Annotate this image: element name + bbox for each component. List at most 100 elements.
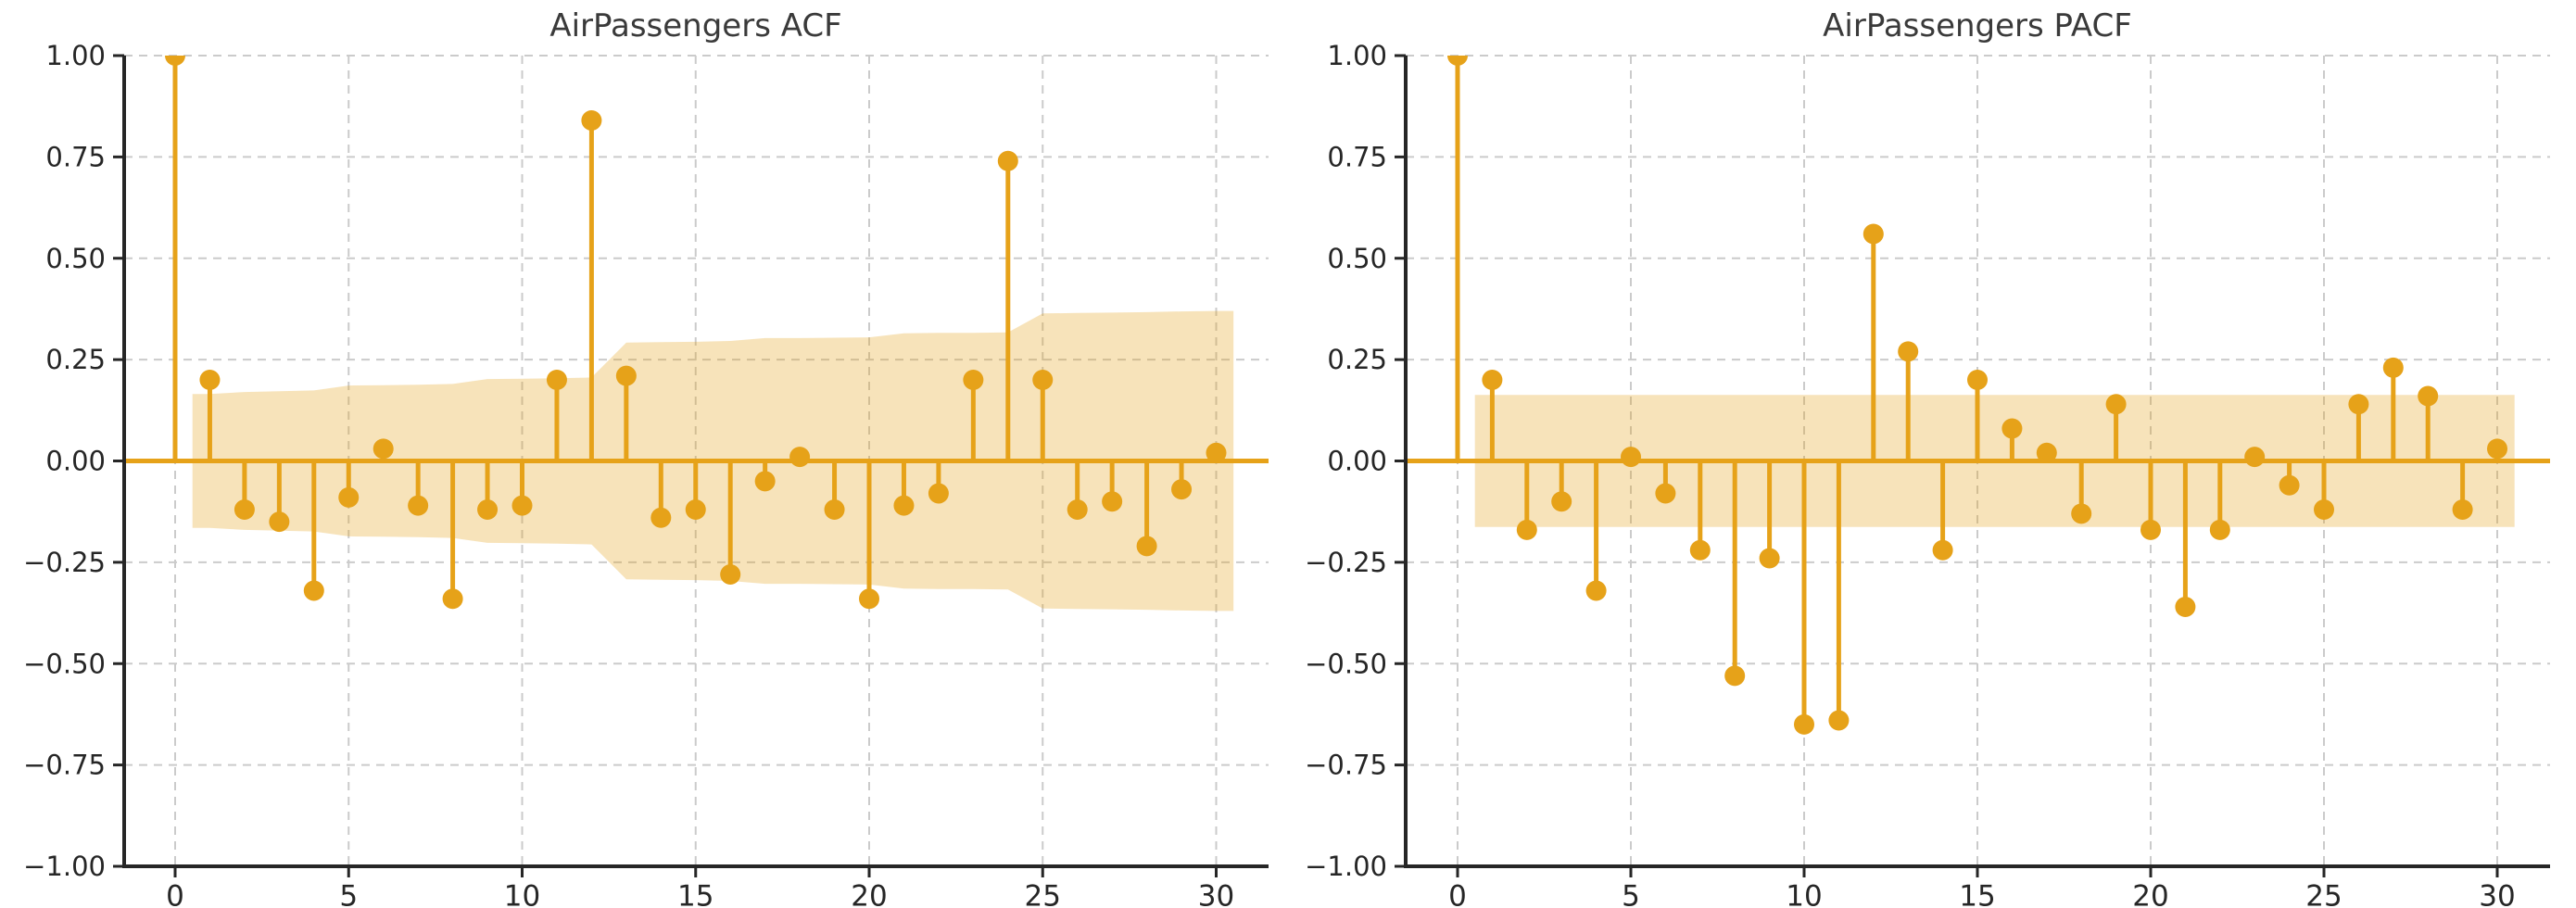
stem-marker <box>511 495 533 516</box>
stem-marker <box>720 564 741 585</box>
stem-marker <box>1102 491 1123 512</box>
stem-marker <box>1967 370 1988 390</box>
stem-marker <box>581 110 602 131</box>
stem-marker <box>997 150 1018 171</box>
x-tick-label: 20 <box>2132 879 2168 908</box>
stem-marker <box>615 365 637 386</box>
stem-marker <box>650 507 672 528</box>
x-tick-label: 0 <box>166 879 184 908</box>
y-tick-label: −0.50 <box>1305 648 1387 679</box>
x-tick-label: 15 <box>1959 879 1995 908</box>
pacf-data-layer <box>1406 56 2550 735</box>
pacf-plot-title: AirPassengers PACF <box>1823 7 2132 44</box>
stem-marker <box>165 56 185 66</box>
stem-marker <box>1932 539 1953 561</box>
x-tick-label: 30 <box>1198 879 1234 908</box>
stem-marker <box>1032 370 1054 390</box>
acf-panel: 1.00 0.75 0.50 0.25 0.00 −0.25 −0.50 −0.75 −1.00… <box>23 40 1269 908</box>
y-tick-label: −0.75 <box>23 750 106 781</box>
stem-marker <box>2175 597 2196 617</box>
stem-marker <box>1482 370 1503 390</box>
y-tick-label: −1.00 <box>1305 851 1387 882</box>
acf-stems <box>165 56 1227 610</box>
stem-marker <box>269 511 290 533</box>
x-tick-label: 25 <box>2305 879 2342 908</box>
stem-marker <box>1759 548 1780 569</box>
stem-marker <box>789 447 811 468</box>
stem-marker <box>546 370 567 390</box>
stem-marker <box>754 471 776 492</box>
stem-marker <box>824 499 845 520</box>
stem-marker <box>1551 491 1572 512</box>
stem-marker <box>1516 519 1537 540</box>
stem-marker <box>2209 519 2230 540</box>
stem-marker <box>1724 665 1746 687</box>
stem-marker <box>1655 483 1676 504</box>
stem-marker <box>1689 539 1711 561</box>
stem-marker <box>2001 418 2023 439</box>
y-tick-label: 0.00 <box>1327 446 1387 477</box>
x-tick-label: 5 <box>1622 879 1640 908</box>
y-tick-label: 0.25 <box>45 344 106 375</box>
stem-marker <box>1828 710 1850 731</box>
y-tick-label: 0.75 <box>45 141 106 172</box>
y-tick-label: 0.50 <box>45 243 106 274</box>
stem-marker <box>685 499 706 520</box>
y-tick-label: −0.25 <box>23 547 106 578</box>
stem-marker <box>2452 499 2473 520</box>
stem-marker <box>477 499 499 520</box>
stem-marker <box>1447 56 1468 66</box>
x-tick-label: 10 <box>1786 879 1822 908</box>
stem-marker <box>2279 474 2300 496</box>
x-tick-label: 20 <box>851 879 887 908</box>
stem-marker <box>1206 442 1227 463</box>
acf-plot-title: AirPassengers ACF <box>549 7 842 44</box>
pacf-stems <box>1447 56 2507 735</box>
stem-marker <box>2348 394 2369 415</box>
stem-marker <box>2071 503 2092 524</box>
y-tick-label: 0.00 <box>45 446 106 477</box>
y-tick-label: −1.00 <box>23 851 106 882</box>
x-tick-label: 15 <box>677 879 713 908</box>
stem-marker <box>963 370 984 390</box>
stem-marker <box>2418 385 2439 407</box>
y-tick-label: −0.75 <box>1305 750 1387 781</box>
y-tick-label: 1.00 <box>45 40 106 71</box>
stem-marker <box>338 486 360 508</box>
stem-marker <box>408 495 429 516</box>
stem-marker <box>442 588 463 610</box>
y-tick-label: 0.50 <box>1327 243 1387 274</box>
x-tick-label: 5 <box>339 879 358 908</box>
x-tick-label: 30 <box>2479 879 2515 908</box>
stem-marker <box>1067 499 1088 520</box>
stem-marker <box>2244 447 2266 468</box>
stem-marker <box>2036 442 2057 463</box>
acf-data-layer <box>124 56 1269 612</box>
stem-marker <box>1585 580 1607 601</box>
stem-marker <box>2487 438 2507 460</box>
stem-marker <box>2382 357 2404 378</box>
stem-marker <box>303 580 324 601</box>
stem-marker <box>1794 713 1814 735</box>
stem-marker <box>199 370 221 390</box>
x-tick-label: 10 <box>504 879 540 908</box>
y-tick-label: 0.25 <box>1327 344 1387 375</box>
stem-marker <box>2105 394 2127 415</box>
x-tick-label: 25 <box>1025 879 1061 908</box>
stem-marker <box>1898 341 1919 362</box>
stem-marker <box>928 483 949 504</box>
stem-marker <box>1621 447 1641 468</box>
stem-marker <box>1136 536 1157 557</box>
y-tick-label: −0.25 <box>1305 547 1387 578</box>
y-tick-label: −0.50 <box>23 648 106 679</box>
stem-marker <box>2314 499 2334 520</box>
stem-marker <box>1171 479 1193 500</box>
pacf-panel: 1.00 0.75 0.50 0.25 0.00 −0.25 −0.50 −0.75 −1.00… <box>1305 40 2550 908</box>
stem-marker <box>2140 519 2161 540</box>
y-tick-label: 0.75 <box>1327 141 1387 172</box>
y-tick-label: 1.00 <box>1327 40 1387 71</box>
stem-marker <box>373 438 394 460</box>
stem-marker <box>859 588 879 610</box>
